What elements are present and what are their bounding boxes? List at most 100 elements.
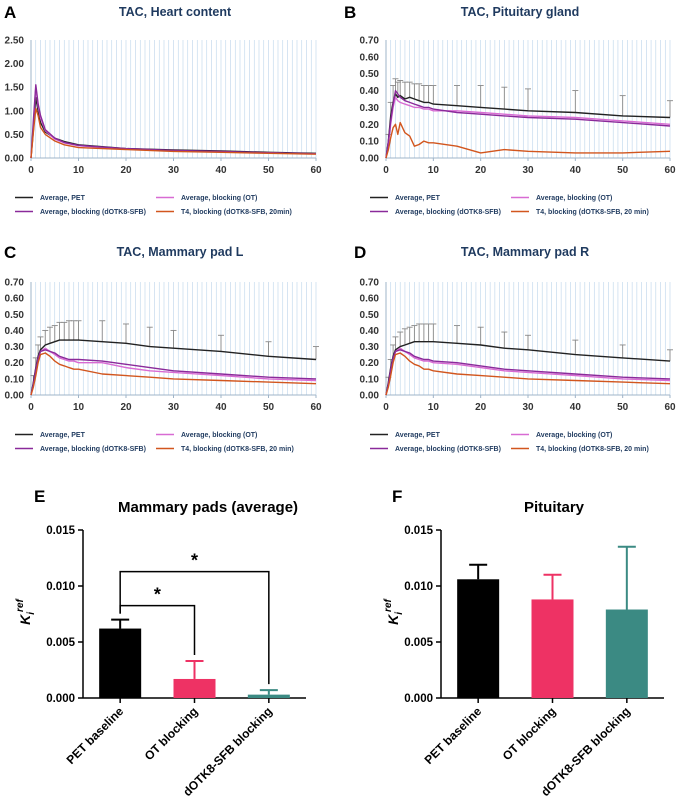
y-tick-label: 0.60 (5, 294, 25, 305)
legend-label: Average, blocking (dOTK8-SFB) (40, 446, 146, 453)
x-tick-label: 20 (120, 165, 132, 176)
y-tick-label: 0.000 (404, 693, 433, 705)
panel-f-plot: 0.000 0.005 0.010 0.015 PET baseline OT block… (404, 525, 664, 799)
panel-c-plot: 0.00 0.10 0.20 0.30 0.40 0.50 0.60 0.70 0 10 20 30 4… (5, 278, 322, 414)
series-line-3 (385, 89, 671, 159)
x-tick-label: 30 (522, 402, 534, 413)
significance-star: * (191, 551, 198, 571)
y-tick-label: 0.30 (360, 103, 380, 114)
panel-letter-a: A (4, 3, 16, 22)
bar-3 (247, 694, 290, 698)
legend-label: Average, PET (395, 432, 441, 439)
bar-3 (605, 609, 648, 698)
y-tick-label: 0.010 (404, 581, 433, 593)
panel-f-ylabel-main: K (385, 614, 401, 625)
y-tick-label: 2.00 (5, 59, 25, 70)
panel-e-ylabel-sup: ref (15, 597, 26, 611)
y-tick-label: 0.010 (46, 581, 75, 593)
significance-bracket (119, 570, 270, 685)
x-tick-label: 40 (215, 165, 227, 176)
bar-1 (457, 579, 500, 698)
panel-c-title: TAC, Mammary pad L (117, 245, 244, 259)
legend-label: Average, blocking (dOTK8-SFB) (395, 209, 501, 216)
panel-e-ylabel-main: K (17, 614, 33, 625)
panel-f-ylabel-sup: ref (383, 597, 394, 611)
legend-label: Average, PET (395, 195, 441, 202)
y-tick-label: 0.20 (360, 120, 380, 131)
x-tick-label: 30 (522, 165, 534, 176)
series-line-4 (385, 121, 671, 159)
panel-b-legend: Average, PET Average, blocking (OT) Averag… (370, 195, 649, 216)
panel-b-title: TAC, Pituitary gland (461, 5, 580, 19)
y-tick-label: 0.015 (404, 525, 433, 537)
panel-b: B TAC, Pituitary gland 0.00 0.10 0.20 0.30 0… (344, 3, 676, 216)
x-tick-label: 60 (664, 402, 676, 413)
x-tick-label: 30 (168, 165, 180, 176)
x-tick-label: 50 (617, 402, 629, 413)
panel-a-plot: 0.00 0.50 1.00 1.50 2.00 2.50 0 10 20 30 40 50 60 (5, 36, 322, 177)
legend-label: Average, PET (40, 432, 86, 439)
legend-label: Average, blocking (OT) (536, 195, 612, 202)
legend-label: Average, blocking (dOTK8-SFB) (40, 209, 146, 216)
bar-1 (99, 628, 142, 698)
y-tick-label: 0.00 (5, 391, 25, 402)
y-tick-label: 0.20 (5, 358, 25, 369)
category-label: PET baseline (64, 704, 127, 767)
x-tick-label: 30 (168, 402, 180, 413)
series-line-4 (30, 352, 317, 396)
y-tick-label: 0.00 (360, 154, 380, 165)
legend-label: T4, blocking (dOTK8-SFB, 20 min) (181, 446, 294, 453)
x-tick-label: 20 (475, 165, 487, 176)
panel-a-legend: Average, PET Average, blocking (OT) Averag… (15, 195, 292, 216)
bar-2 (173, 678, 216, 698)
legend-label: Average, PET (40, 195, 86, 202)
panel-e-title: Mammary pads (average) (118, 499, 298, 516)
y-tick-label: 0.000 (46, 693, 75, 705)
x-tick-label: 0 (383, 402, 389, 413)
category-label: OT blocking (142, 704, 201, 763)
x-tick-label: 20 (475, 402, 487, 413)
y-tick-label: 0.50 (5, 310, 25, 321)
series-line-3 (385, 349, 671, 396)
panel-f: F Pituitary Kiref 0.000 0.005 0.010 0.015 PE… (383, 487, 664, 799)
x-tick-label: 10 (73, 402, 85, 413)
x-tick-label: 60 (310, 402, 322, 413)
panel-a-title: TAC, Heart content (119, 5, 232, 19)
series-line-4 (30, 107, 317, 159)
y-tick-label: 0.30 (360, 342, 380, 353)
y-tick-label: 1.50 (5, 83, 25, 94)
x-tick-label: 50 (263, 402, 275, 413)
x-tick-label: 50 (617, 165, 629, 176)
panel-letter-d: D (354, 243, 366, 262)
y-tick-label: 0.10 (360, 374, 380, 385)
y-tick-label: 0.50 (5, 130, 25, 141)
x-tick-label: 20 (120, 402, 132, 413)
y-tick-label: 0.20 (360, 358, 380, 369)
panel-c: C TAC, Mammary pad L 0.00 0.10 0.20 0.30 0.4… (4, 243, 322, 453)
x-tick-label: 60 (664, 165, 676, 176)
x-tick-label: 60 (310, 165, 322, 176)
y-tick-label: 0.10 (360, 137, 380, 148)
x-tick-label: 10 (428, 402, 440, 413)
series-line-2 (385, 96, 671, 159)
y-tick-label: 0.70 (5, 278, 25, 289)
panel-letter-e: E (34, 487, 45, 506)
series-line-4 (385, 352, 671, 396)
panel-b-plot: 0.00 0.10 0.20 0.30 0.40 0.50 0.60 0.70 0 10 20 30 4… (360, 36, 676, 177)
panel-d-title: TAC, Mammary pad R (461, 245, 589, 259)
x-tick-label: 0 (28, 402, 34, 413)
series-line-3 (30, 84, 317, 159)
bar-2 (531, 599, 574, 698)
series-line-3 (30, 349, 317, 396)
panel-a: A TAC, Heart content 0.00 0.50 1.00 1.50 2.0… (4, 3, 322, 216)
panel-letter-b: B (344, 3, 356, 22)
y-tick-label: 0.00 (360, 391, 380, 402)
x-tick-label: 10 (428, 165, 440, 176)
y-tick-label: 0.40 (5, 326, 25, 337)
panel-e-plot: 0.000 0.005 0.010 0.015 PET baseline OT block… (46, 525, 306, 799)
y-tick-label: 0.50 (360, 69, 380, 80)
panel-d-legend: Average, PET Average, blocking (OT) Averag… (370, 432, 649, 453)
category-label: OT blocking (500, 704, 559, 763)
y-tick-label: 0.60 (360, 294, 380, 305)
